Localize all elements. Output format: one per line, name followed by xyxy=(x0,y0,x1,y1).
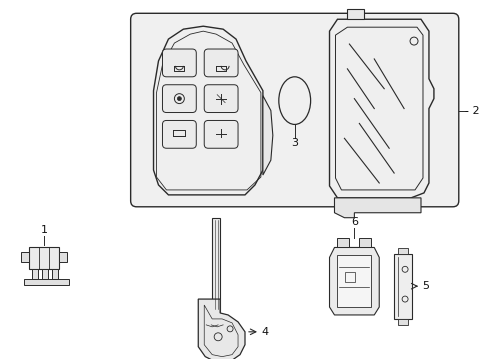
FancyBboxPatch shape xyxy=(163,49,196,77)
Bar xyxy=(59,252,67,262)
Text: 1: 1 xyxy=(41,225,48,235)
Polygon shape xyxy=(329,247,379,315)
FancyBboxPatch shape xyxy=(131,13,459,207)
Bar xyxy=(42,269,48,279)
Text: 5: 5 xyxy=(422,281,429,291)
FancyBboxPatch shape xyxy=(163,85,196,113)
Polygon shape xyxy=(198,299,245,360)
Bar xyxy=(338,255,371,307)
Bar xyxy=(398,319,408,325)
Polygon shape xyxy=(329,19,434,198)
Polygon shape xyxy=(335,198,421,218)
Bar xyxy=(32,269,38,279)
Bar xyxy=(394,255,412,319)
Polygon shape xyxy=(153,26,263,195)
Polygon shape xyxy=(212,218,220,312)
FancyBboxPatch shape xyxy=(204,85,238,113)
Text: - 2: - 2 xyxy=(465,105,479,116)
Text: 6: 6 xyxy=(351,217,358,227)
Bar xyxy=(359,238,371,247)
Bar xyxy=(24,279,69,285)
Bar xyxy=(338,238,349,247)
FancyBboxPatch shape xyxy=(204,49,238,77)
Polygon shape xyxy=(263,96,273,175)
Ellipse shape xyxy=(279,77,311,125)
Bar xyxy=(29,247,59,269)
FancyBboxPatch shape xyxy=(163,121,196,148)
Bar xyxy=(398,248,408,255)
Text: 4: 4 xyxy=(262,327,269,337)
FancyBboxPatch shape xyxy=(204,121,238,148)
Bar xyxy=(21,252,29,262)
Bar xyxy=(345,272,355,282)
Text: 3: 3 xyxy=(291,138,298,148)
Circle shape xyxy=(177,96,181,100)
Polygon shape xyxy=(347,9,365,19)
Bar xyxy=(52,269,58,279)
